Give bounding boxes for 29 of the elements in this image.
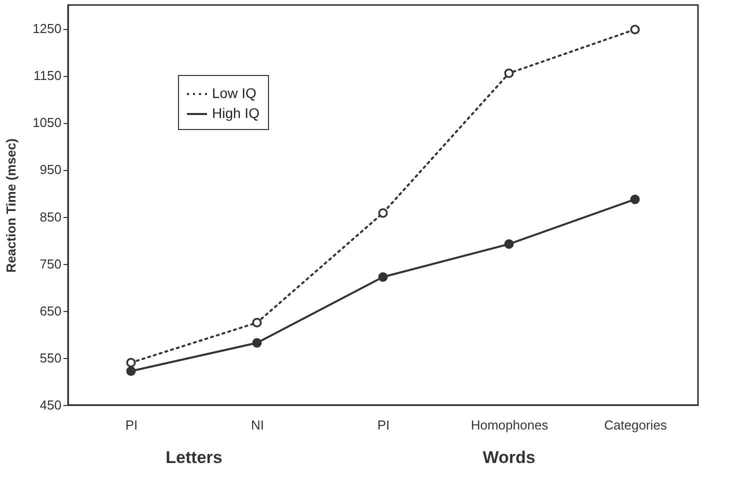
point [504,68,514,78]
point [378,272,388,282]
x-tick-label: PI [377,418,390,432]
x-tick-label: NI [251,418,264,432]
point [630,194,640,204]
point [126,366,136,376]
text: Words [482,448,536,467]
y-tick-label: 650 [40,303,62,318]
point [378,208,388,218]
y-tick-label: 1250 [32,21,62,36]
text: Letters [166,448,222,467]
y-tick-label: 450 [40,398,62,412]
y-tick-label: 550 [40,350,62,366]
x-tick-label: Categories [604,418,668,432]
y-tick-label: 950 [40,162,62,178]
y-tick-label: 1150 [34,68,62,84]
point [126,358,136,368]
y-tick-label: 750 [40,256,62,272]
legend-label: High IQ [212,105,260,121]
y-tick-label: 1050 [32,115,62,130]
point [252,338,262,348]
point [252,318,262,328]
x-tick-label: Homophones [470,418,549,432]
y-axis-title: Reaction Time (msec) [4,138,19,273]
y-tick-label: 850 [40,209,62,224]
x-tick-label: PI [125,418,138,432]
legend-label: Low IQ [212,85,256,101]
point [630,24,640,34]
point [504,239,514,249]
